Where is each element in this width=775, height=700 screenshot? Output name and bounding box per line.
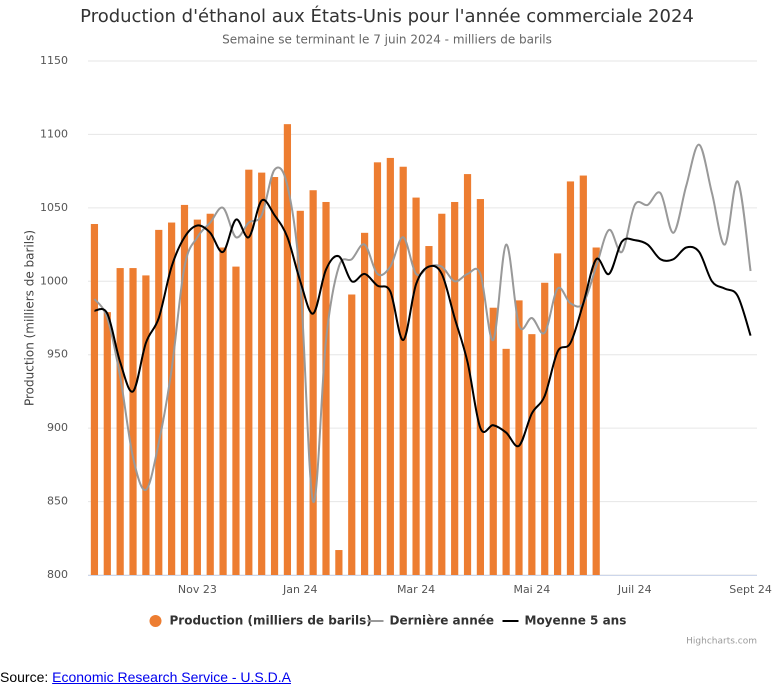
bar (476, 199, 484, 575)
bar (386, 157, 394, 575)
x-tick-label: Mar 24 (397, 583, 435, 596)
legend-label: Moyenne 5 ans (525, 614, 627, 628)
bar (322, 201, 330, 576)
bar (463, 174, 472, 575)
x-tick-label: Nov 23 (178, 583, 217, 596)
bar (258, 172, 266, 575)
bar (168, 222, 176, 576)
line (93, 143, 752, 503)
bar (515, 300, 523, 575)
bar (142, 275, 150, 575)
bar (270, 177, 279, 575)
legend-symbol (149, 615, 162, 627)
bar (528, 334, 536, 575)
bar (579, 175, 587, 575)
bar (541, 282, 549, 575)
bar (90, 224, 99, 576)
y-tick-label: 900 (47, 421, 68, 434)
bar (373, 162, 382, 575)
source: Source: Economic Research Service - U.S.… (0, 669, 291, 685)
bar (361, 232, 369, 575)
chart: Production d'éthanol aux États-Unis pour… (23, 5, 772, 647)
bar (502, 348, 510, 575)
x-tick-label: Juil 24 (617, 583, 652, 596)
bar (412, 197, 420, 575)
bar (425, 246, 433, 576)
bar (489, 307, 497, 575)
chart-title: Production d'éthanol aux États-Unis pour… (80, 5, 694, 27)
x-tick-label: Sept 24 (729, 583, 772, 596)
bar (553, 253, 562, 575)
bar (193, 219, 201, 575)
y-axis-title: Production (milliers de barils) (23, 230, 37, 406)
bar (103, 312, 111, 575)
y-tick-label: 1000 (40, 274, 68, 287)
chart-subtitle: Semaine se terminant le 7 juin 2024 - mi… (222, 33, 552, 47)
bar (335, 550, 343, 575)
bar (566, 181, 575, 575)
bar (296, 210, 304, 575)
bar (309, 190, 317, 575)
legend-label: Production (milliers de barils) (170, 614, 372, 628)
bar (155, 229, 163, 575)
bar (399, 166, 407, 576)
bar (219, 247, 227, 575)
bar (180, 204, 189, 576)
bar (451, 201, 459, 576)
credit: Highcharts.com (686, 637, 757, 647)
y-tick-label: 850 (47, 495, 68, 508)
y-tick-label: 950 (47, 348, 68, 361)
bar (348, 294, 356, 575)
bar (283, 124, 292, 576)
bar (129, 268, 137, 575)
bar (245, 169, 253, 575)
x-tick-label: Jan 24 (282, 583, 317, 596)
bar (232, 266, 240, 575)
x-tick-label: Mai 24 (513, 583, 550, 596)
y-tick-label: 1100 (40, 127, 68, 140)
y-tick-label: 1050 (40, 201, 68, 214)
line (94, 198, 752, 448)
bar (438, 213, 446, 575)
bar (206, 213, 214, 575)
bar (116, 268, 124, 575)
legend-label: Dernière année (390, 614, 495, 628)
source-link[interactable]: Economic Research Service - U.S.D.A (52, 669, 291, 685)
y-tick-label: 1150 (40, 54, 68, 67)
source-label: Source: (0, 669, 49, 685)
y-tick-label: 800 (47, 568, 68, 581)
bar (592, 247, 600, 575)
